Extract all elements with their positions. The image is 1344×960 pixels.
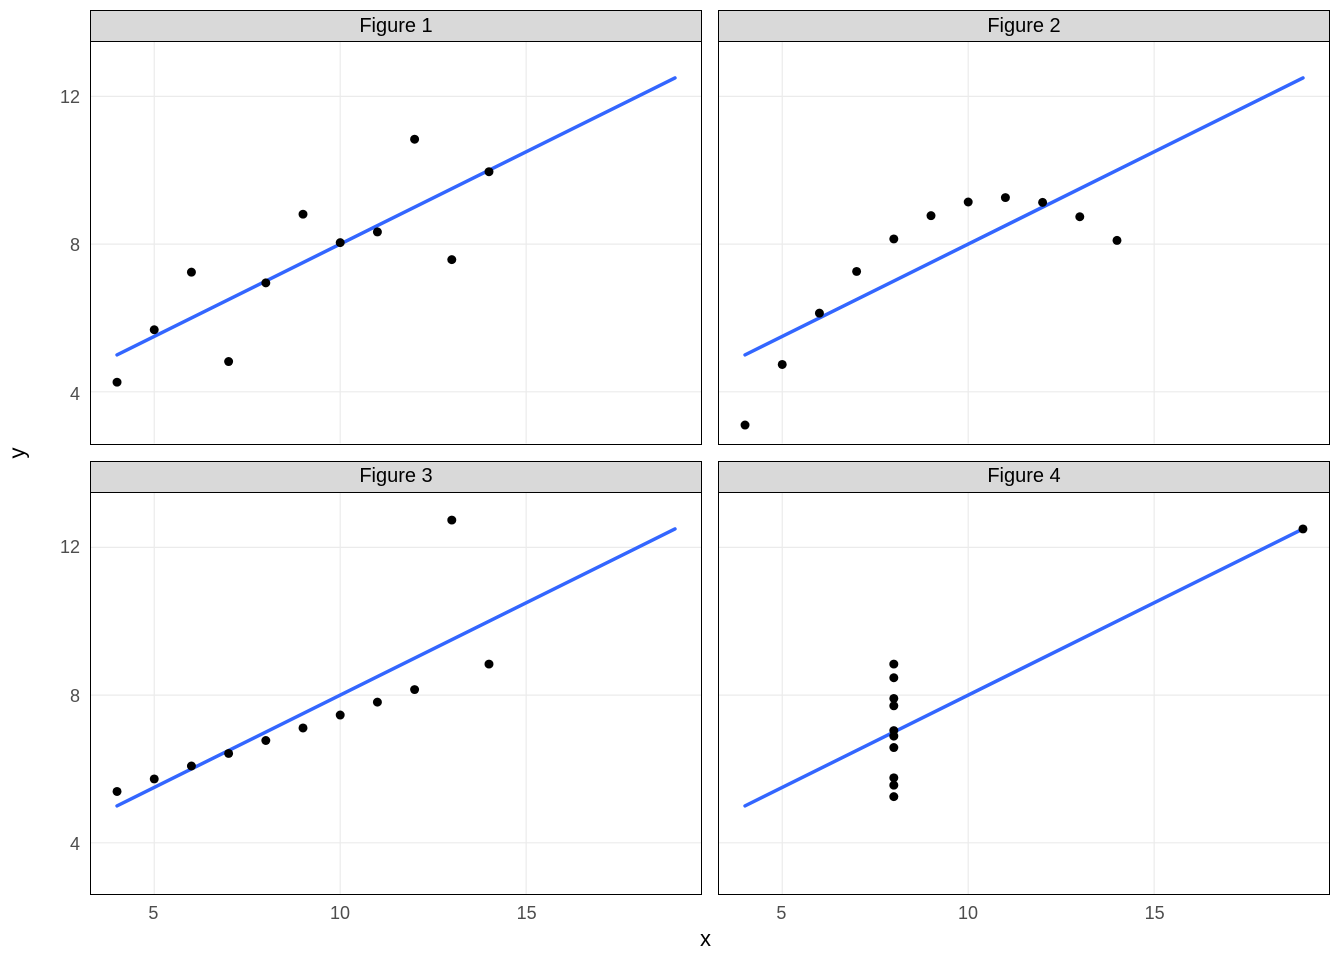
data-point xyxy=(373,227,382,236)
data-point xyxy=(299,210,308,219)
data-point xyxy=(150,325,159,334)
facet-strip: Figure 2 xyxy=(718,10,1330,42)
y-tick-label: 4 xyxy=(70,384,80,405)
regression-line xyxy=(117,78,675,355)
data-point xyxy=(889,743,898,752)
x-tick-label: 5 xyxy=(148,903,158,924)
data-point xyxy=(741,421,750,430)
data-point xyxy=(410,135,419,144)
regression-line xyxy=(117,528,675,805)
data-point xyxy=(927,211,936,220)
facet: Figure 1 xyxy=(90,10,702,445)
facet: Figure 3 xyxy=(90,461,702,896)
panel-svg xyxy=(91,41,701,444)
data-point xyxy=(1001,193,1010,202)
facet: Figure 4 xyxy=(718,461,1330,896)
data-point xyxy=(964,198,973,207)
facet-title: Figure 2 xyxy=(987,15,1060,38)
data-point xyxy=(187,268,196,277)
data-point xyxy=(224,357,233,366)
data-point xyxy=(889,673,898,682)
x-tick-label: 15 xyxy=(1145,903,1165,924)
data-point xyxy=(485,659,494,668)
panel-svg xyxy=(91,492,701,895)
y-axis-title: y xyxy=(5,448,31,459)
panel-svg xyxy=(719,41,1329,444)
data-point xyxy=(224,748,233,757)
y-tick-label: 12 xyxy=(60,87,80,108)
facet-strip: Figure 1 xyxy=(90,10,702,42)
data-point xyxy=(1298,524,1307,533)
x-tick-label: 15 xyxy=(517,903,537,924)
x-tick-label: 10 xyxy=(958,903,978,924)
panels-grid: Figure 1 Figure 2 Figure 3 Figure 4 xyxy=(90,10,1330,895)
regression-line xyxy=(745,528,1303,805)
panel xyxy=(718,40,1330,445)
data-point xyxy=(815,309,824,318)
facet-grid-figure: y x Figure 1 Figure 2 Figure 3 Figure 4 4 8 1… xyxy=(0,0,1344,960)
data-point xyxy=(336,710,345,719)
data-point xyxy=(113,786,122,795)
panel xyxy=(90,40,702,445)
facet-title: Figure 3 xyxy=(359,465,432,488)
data-point xyxy=(1038,198,1047,207)
data-point xyxy=(889,780,898,789)
data-point xyxy=(852,267,861,276)
x-tick-label: 5 xyxy=(776,903,786,924)
data-point xyxy=(299,723,308,732)
data-point xyxy=(1075,212,1084,221)
data-point xyxy=(1113,236,1122,245)
data-point xyxy=(187,761,196,770)
data-point xyxy=(113,378,122,387)
y-tick-label: 8 xyxy=(70,686,80,707)
facet-title: Figure 1 xyxy=(359,15,432,38)
x-axis-title: x xyxy=(700,926,711,952)
panel xyxy=(718,491,1330,896)
regression-line xyxy=(745,78,1303,355)
data-point xyxy=(410,685,419,694)
data-point xyxy=(261,278,270,287)
y-tick-label: 8 xyxy=(70,235,80,256)
data-point xyxy=(150,774,159,783)
facet-strip: Figure 4 xyxy=(718,461,1330,493)
x-tick-label: 10 xyxy=(330,903,350,924)
data-point xyxy=(889,731,898,740)
data-point xyxy=(447,255,456,264)
facet-title: Figure 4 xyxy=(987,465,1060,488)
panel-svg xyxy=(719,492,1329,895)
y-tick-label: 4 xyxy=(70,834,80,855)
data-point xyxy=(889,659,898,668)
data-point xyxy=(336,238,345,247)
data-point xyxy=(485,167,494,176)
data-point xyxy=(261,736,270,745)
data-point xyxy=(373,697,382,706)
panel xyxy=(90,491,702,896)
data-point xyxy=(889,792,898,801)
data-point xyxy=(447,515,456,524)
facet: Figure 2 xyxy=(718,10,1330,445)
facet-strip: Figure 3 xyxy=(90,461,702,493)
data-point xyxy=(889,693,898,702)
data-point xyxy=(778,360,787,369)
y-tick-label: 12 xyxy=(60,537,80,558)
data-point xyxy=(889,234,898,243)
